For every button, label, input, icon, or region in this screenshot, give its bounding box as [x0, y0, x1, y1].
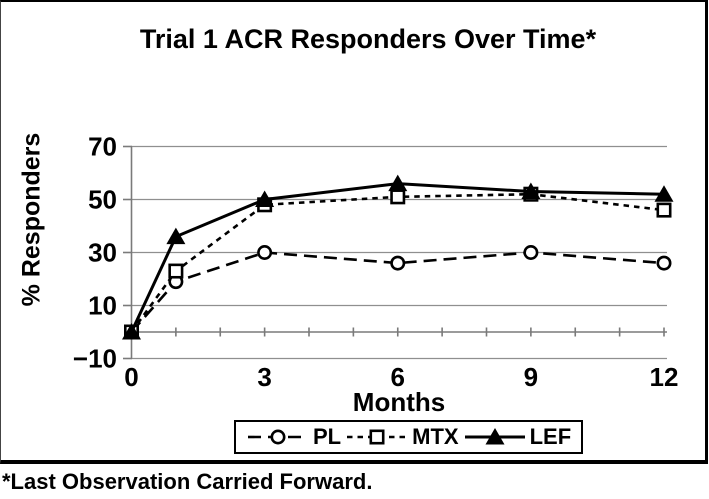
y-tick-label: 10 [88, 291, 117, 321]
legend-entry-mtx: MTX [345, 424, 459, 450]
chart-title: Trial 1 ACR Responders Over Time* [139, 24, 597, 54]
x-tick-label: 3 [257, 362, 271, 392]
y-axis: −10 10 30 50 70 [73, 132, 133, 374]
series-line-LEF [130, 182, 665, 333]
x-tick-label: 12 [650, 362, 679, 392]
footnote: *Last Observation Carried Forward. [2, 469, 373, 494]
series-markers-LEF [122, 174, 674, 340]
legend-label-mtx: MTX [412, 424, 459, 449]
legend: PL MTX LEF [234, 420, 584, 454]
legend-open-square-icon [347, 429, 408, 445]
legend-entry-pl: PL [246, 424, 341, 450]
y-tick-label: −10 [73, 344, 117, 374]
y-tick-label: 50 [88, 185, 117, 215]
y-tick-label: 70 [88, 132, 117, 162]
legend-entry-lef: LEF [463, 424, 572, 450]
chart-svg: −10 10 30 50 70 0 3 6 9 12 Months [73, 132, 679, 418]
x-axis: 0 3 6 9 12 Months [124, 327, 679, 417]
x-tick-label: 0 [124, 362, 138, 392]
series-markers-PL [124, 245, 672, 340]
x-tick-label: 6 [391, 362, 405, 392]
gridlines [131, 145, 667, 360]
y-tick-label: 30 [88, 238, 117, 268]
x-tick-label: 9 [524, 362, 538, 392]
legend-filled-triangle-icon [464, 428, 525, 445]
legend-label-pl: PL [313, 424, 342, 449]
legend-label-lef: LEF [529, 424, 572, 449]
series-line-MTX [130, 192, 665, 333]
chart-frame: Trial 1 ACR Responders Over Time* % Resp… [0, 0, 708, 464]
x-axis-title: Months [353, 387, 445, 417]
legend-open-circle-icon [248, 429, 308, 445]
series-line-PL [130, 251, 665, 333]
